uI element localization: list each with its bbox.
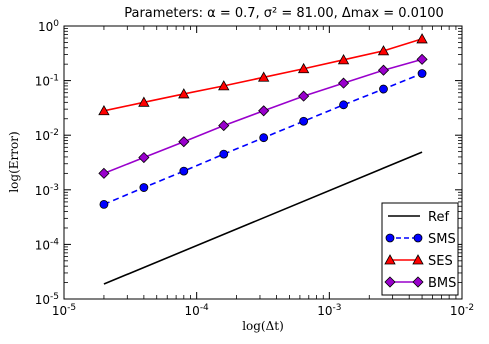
legend-marker-sms	[413, 233, 423, 243]
legend-label-ses: SES	[428, 254, 453, 269]
ticks-layer: 10-5 10-4 10-3 10-2 10-5 10-4 10-3 10-2 10-1 100	[35, 19, 474, 318]
data-point-ses	[178, 88, 190, 99]
legend-marker-sms	[385, 233, 395, 243]
legend-marker-bms	[412, 276, 424, 288]
data-point-sms	[379, 84, 388, 94]
data-point-ses	[337, 54, 350, 65]
data-point-ses	[416, 33, 428, 44]
y-tick-label: 10-1	[35, 74, 59, 89]
series-ses	[98, 33, 428, 116]
legend: Ref SMS SES BMS	[381, 202, 459, 296]
data-point-sms	[139, 183, 149, 192]
x-tick-label: 10-2	[450, 303, 474, 318]
data-point-bms	[178, 136, 190, 148]
chart-title: Parameters: α = 0.7, σ² = 81.00, Δmax = …	[124, 6, 444, 21]
x-tick-label: 10-3	[317, 303, 341, 318]
data-point-ses	[138, 96, 150, 107]
data-point-sms	[99, 200, 109, 209]
legend-label-sms: SMS	[428, 232, 456, 247]
legend-marker-ses	[384, 254, 396, 265]
data-point-ses	[258, 71, 270, 82]
data-point-ses	[98, 104, 110, 116]
data-point-bms	[138, 151, 150, 164]
y-tick-label: 10-2	[35, 128, 59, 143]
y-tick-label: 10-4	[35, 237, 60, 252]
legend-marker-bms	[384, 276, 396, 288]
data-point-ses	[377, 45, 390, 56]
legend-label-bms: BMS	[428, 276, 456, 291]
data-point-ses	[218, 80, 230, 91]
data-point-sms	[259, 133, 269, 143]
series-bms	[98, 53, 428, 179]
y-axis-label: log(Error)	[7, 131, 21, 192]
data-point-sms	[219, 149, 229, 159]
data-point-bms	[298, 90, 310, 102]
data-point-sms	[299, 116, 309, 126]
x-tick-label: 10-4	[185, 303, 210, 318]
series-line-ref	[103, 151, 423, 285]
data-point-bms	[416, 53, 428, 65]
data-point-sms	[417, 69, 427, 78]
series-sms	[99, 69, 427, 209]
legend-marker-ses	[412, 254, 424, 265]
y-tick-label: 100	[38, 19, 59, 34]
series-ref	[103, 151, 423, 285]
y-tick-label: 10-5	[35, 292, 59, 307]
data-point-bms	[98, 167, 110, 179]
plot-frame	[63, 25, 463, 300]
data-point-bms	[377, 64, 390, 76]
data-point-bms	[218, 120, 230, 132]
x-axis-label: log(Δt)	[242, 319, 284, 333]
x-tick-label: 10-5	[52, 303, 76, 318]
series-layer	[98, 33, 428, 285]
data-point-sms	[179, 166, 189, 176]
y-tick-label: 10-3	[35, 183, 59, 198]
data-point-ses	[297, 62, 310, 74]
data-point-bms	[258, 105, 270, 117]
legend-label-ref: Ref	[428, 210, 449, 225]
data-point-sms	[339, 100, 348, 110]
data-point-bms	[337, 77, 350, 89]
